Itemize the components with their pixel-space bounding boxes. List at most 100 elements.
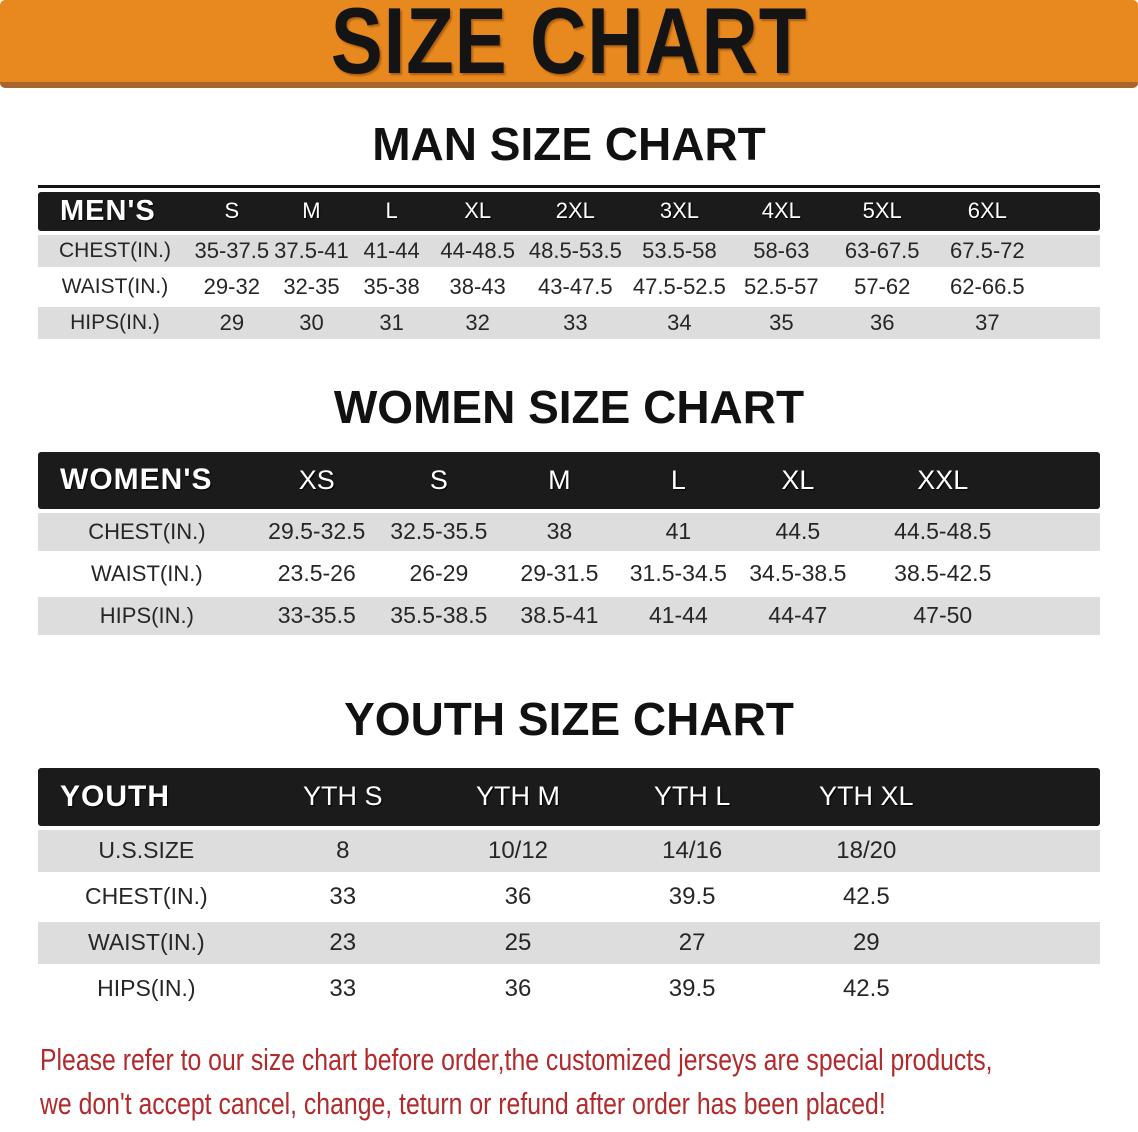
men-table-top-rule (38, 184, 1100, 188)
table-row: WAIST(IN.) 23.5-26 26-29 29-31.5 31.5-34.5 34… (38, 554, 1100, 593)
youth-column-header: YTH XL (779, 767, 954, 826)
men-section-heading: MAN SIZE CHART (372, 118, 766, 170)
cell-value: 52.5-57 (731, 270, 832, 303)
cell-value: 32 (431, 306, 524, 339)
youth-section-heading: YOUTH SIZE CHART (344, 692, 794, 745)
cell-value: 33-35.5 (255, 596, 378, 635)
cell-value: 42.5 (779, 875, 954, 918)
table-row: WAIST(IN.) 23 25 27 29 (38, 921, 1100, 964)
cell-value: 48.5-53.5 (523, 234, 628, 267)
row-label: HIPS(IN.) (38, 967, 255, 1010)
women-column-header: XL (737, 451, 858, 509)
cell-value: 26-29 (377, 554, 500, 593)
cell-value: 38.5-41 (499, 596, 619, 635)
disclaimer-line-2: we don't accept cancel, change, teturn o… (40, 1085, 886, 1121)
cell-value: 29 (192, 306, 272, 339)
youth-corner-label: YOUTH (38, 767, 255, 826)
cell-value: 36 (430, 967, 606, 1010)
cell-value: 29-31.5 (499, 554, 619, 593)
cell-value: 63-67.5 (831, 234, 934, 267)
youth-size-table: YOUTH YTH S YTH M YTH L YTH XL U.S.SIZE 8 10/1… (38, 764, 1100, 1014)
row-label: WAIST(IN.) (38, 554, 256, 593)
cell-value: 18/20 (779, 829, 954, 872)
table-row: HIPS(IN.) 33-35.5 35.5-38.5 38.5-41 41-44 44-… (38, 596, 1100, 635)
cell-value: 27 (605, 921, 780, 964)
cell-value: 14/16 (605, 829, 780, 872)
cell-value: 23 (254, 921, 431, 964)
row-label: WAIST(IN.) (38, 921, 255, 964)
cell-value: 41-44 (618, 596, 738, 635)
cell-value: 41-44 (351, 234, 432, 267)
cell-value: 44.5 (737, 512, 858, 551)
cell-value: 10/12 (430, 829, 606, 872)
cell-value: 36 (430, 875, 606, 918)
cell-value: 37.5-41 (271, 234, 352, 267)
men-column-header: 3XL (627, 191, 732, 231)
table-row: CHEST(IN.) 29.5-32.5 32.5-35.5 38 41 44.5 44.5… (38, 512, 1100, 551)
cell-value: 53.5-58 (627, 234, 732, 267)
cell-value: 33 (254, 967, 431, 1010)
cell-value: 47.5-52.5 (627, 270, 732, 303)
men-size-table: MEN'S S M L XL 2XL 3XL 4XL 5XL 6XL CHEST(IN.) 35-3… (38, 188, 1100, 343)
spacer-cell (1027, 554, 1100, 593)
cell-value: 31 (351, 306, 432, 339)
cell-value: 35 (731, 306, 832, 339)
men-column-header: L (351, 191, 432, 231)
cell-value: 35.5-38.5 (377, 596, 500, 635)
spacer-cell (953, 829, 1100, 872)
women-column-header: M (499, 451, 619, 509)
cell-value: 33 (523, 306, 628, 339)
cell-value: 23.5-26 (255, 554, 378, 593)
row-label: CHEST(IN.) (38, 875, 255, 918)
cell-value: 43-47.5 (523, 270, 628, 303)
men-column-header: 4XL (731, 191, 832, 231)
cell-value: 44-47 (737, 596, 858, 635)
women-column-header: S (377, 451, 500, 509)
spacer-cell (953, 767, 1100, 826)
row-label: HIPS(IN.) (38, 596, 256, 635)
cell-value: 42.5 (779, 967, 954, 1010)
row-label: U.S.SIZE (38, 829, 255, 872)
men-column-header: 2XL (523, 191, 628, 231)
cell-value: 34 (627, 306, 732, 339)
cell-value: 44.5-48.5 (857, 512, 1028, 551)
row-label: CHEST(IN.) (38, 234, 192, 267)
page-title: SIZE CHART (330, 0, 808, 88)
men-column-header: XL (431, 191, 524, 231)
cell-value: 44-48.5 (431, 234, 524, 267)
table-row: HIPS(IN.) 33 36 39.5 42.5 (38, 967, 1100, 1010)
spacer-cell (1041, 270, 1100, 303)
women-column-header: XXL (857, 451, 1028, 509)
cell-value: 34.5-38.5 (737, 554, 858, 593)
cell-value: 39.5 (605, 875, 780, 918)
row-label: HIPS(IN.) (38, 306, 192, 339)
row-label: WAIST(IN.) (38, 270, 192, 303)
cell-value: 32.5-35.5 (377, 512, 500, 551)
cell-value: 25 (430, 921, 606, 964)
cell-value: 35-38 (351, 270, 432, 303)
cell-value: 39.5 (605, 967, 780, 1010)
table-row: HIPS(IN.) 29 30 31 32 33 34 35 36 37 (38, 306, 1100, 339)
cell-value: 36 (831, 306, 934, 339)
cell-value: 29-32 (192, 270, 272, 303)
cell-value: 30 (271, 306, 352, 339)
youth-column-header: YTH S (254, 767, 431, 826)
table-row: CHEST(IN.) 35-37.5 37.5-41 41-44 44-48.5 48.5… (38, 234, 1100, 267)
cell-value: 35-37.5 (192, 234, 272, 267)
men-column-header: S (192, 191, 272, 231)
cell-value: 32-35 (271, 270, 352, 303)
women-column-header: XS (255, 451, 378, 509)
cell-value: 57-62 (831, 270, 934, 303)
spacer-cell (1027, 596, 1100, 635)
cell-value: 33 (254, 875, 431, 918)
row-label: CHEST(IN.) (38, 512, 256, 551)
spacer-cell (1027, 512, 1100, 551)
men-column-header: 5XL (831, 191, 934, 231)
disclaimer-line-1: Please refer to our size chart before or… (40, 1041, 993, 1077)
cell-value: 38-43 (431, 270, 524, 303)
spacer-cell (1041, 306, 1100, 339)
table-row: U.S.SIZE 8 10/12 14/16 18/20 (38, 829, 1100, 872)
cell-value: 37 (933, 306, 1042, 339)
cell-value: 47-50 (857, 596, 1028, 635)
spacer-cell (1041, 191, 1100, 231)
